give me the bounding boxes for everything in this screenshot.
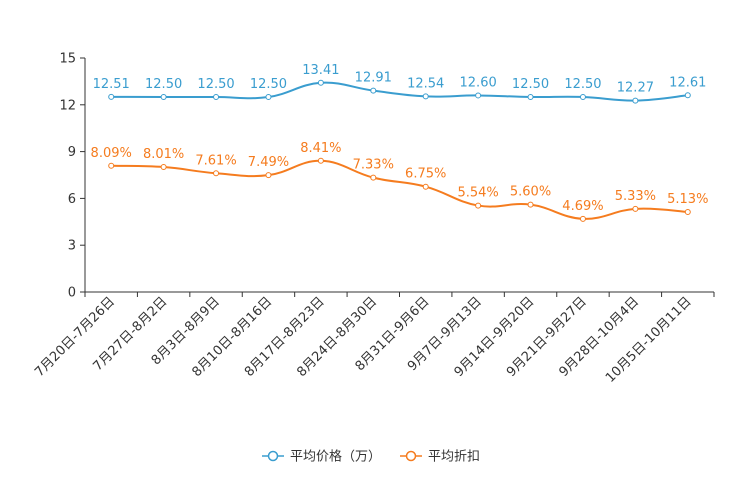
data-label: 12.50	[197, 77, 234, 92]
data-point[interactable]	[213, 94, 220, 100]
data-point[interactable]	[160, 94, 167, 100]
data-point[interactable]	[370, 87, 377, 94]
data-label: 12.50	[145, 77, 182, 92]
data-point[interactable]	[475, 202, 482, 209]
legend-marker	[267, 450, 279, 462]
series-1: 8.09% 8.01% 7.61% 7.49% 8.41% 7.33% 6.75% 5.54%…	[91, 141, 708, 222]
data-point[interactable]	[579, 215, 586, 222]
y-tick-label: 9	[68, 145, 76, 160]
data-point[interactable]	[370, 174, 377, 181]
series-line	[111, 159, 688, 220]
data-label: 6.75%	[405, 167, 446, 182]
data-point[interactable]	[579, 94, 586, 100]
legend-marker	[405, 450, 417, 462]
data-label: 5.13%	[667, 192, 708, 207]
data-point[interactable]	[684, 208, 691, 215]
data-label: 8.01%	[143, 147, 184, 162]
data-point[interactable]	[108, 93, 115, 100]
data-point[interactable]	[265, 172, 272, 179]
legend-item-0[interactable]: 平均价格（万）	[262, 449, 381, 465]
data-label: 12.50	[564, 77, 601, 92]
data-label: 13.41	[302, 63, 339, 78]
legend-item-1[interactable]: 平均折扣	[400, 450, 480, 465]
data-point[interactable]	[527, 94, 534, 100]
data-point[interactable]	[265, 94, 272, 100]
series-line	[111, 81, 688, 102]
data-label: 12.27	[617, 81, 654, 96]
y-tick-label: 3	[68, 239, 76, 254]
y-tick-label: 0	[68, 286, 76, 301]
y-tick-label: 6	[68, 192, 76, 207]
data-point[interactable]	[108, 162, 115, 169]
data-label: 12.51	[93, 77, 130, 92]
data-point[interactable]	[527, 201, 534, 208]
series-0: 12.51 12.50 12.50 12.50 13.41 12.91 12.54 12.60…	[93, 63, 706, 104]
data-label: 4.69%	[562, 199, 603, 214]
data-point[interactable]	[317, 157, 324, 164]
data-label: 5.33%	[615, 189, 656, 204]
data-label: 8.09%	[91, 146, 132, 161]
data-label: 12.60	[460, 75, 497, 90]
data-label: 7.61%	[195, 153, 236, 168]
data-label: 7.49%	[248, 155, 289, 170]
data-point[interactable]	[684, 92, 691, 99]
legend-label: 平均价格（万）	[290, 449, 381, 465]
data-label: 12.91	[355, 71, 392, 86]
data-label: 12.54	[407, 76, 444, 91]
data-point[interactable]	[422, 93, 429, 100]
data-point[interactable]	[475, 92, 482, 99]
data-label: 12.50	[512, 77, 549, 92]
y-tick-label: 12	[59, 98, 76, 113]
data-point[interactable]	[632, 97, 639, 104]
data-point[interactable]	[213, 170, 220, 177]
data-point[interactable]	[160, 164, 167, 171]
data-label: 12.61	[669, 75, 706, 90]
data-label: 5.54%	[457, 186, 498, 201]
data-label: 5.60%	[510, 185, 551, 200]
legend: 平均价格（万） 平均折扣	[262, 449, 480, 465]
legend-label: 平均折扣	[428, 450, 480, 465]
data-point[interactable]	[422, 183, 429, 190]
data-label: 12.50	[250, 77, 287, 92]
y-tick-label: 15	[59, 52, 76, 67]
data-label: 7.33%	[353, 158, 394, 173]
data-point[interactable]	[632, 205, 639, 212]
data-label: 8.41%	[300, 141, 341, 156]
data-point[interactable]	[317, 79, 324, 86]
